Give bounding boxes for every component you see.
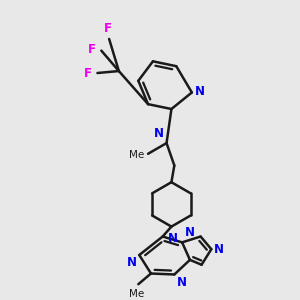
Text: N: N [154,127,164,140]
Text: F: F [88,43,96,56]
Text: N: N [214,243,224,256]
Text: N: N [168,232,178,245]
Text: N: N [195,85,206,98]
Text: N: N [127,256,137,269]
Text: F: F [104,22,112,35]
Text: F: F [84,68,92,80]
Text: N: N [177,276,187,289]
Text: N: N [185,226,195,239]
Text: Me: Me [129,290,145,299]
Text: Me: Me [129,150,144,160]
